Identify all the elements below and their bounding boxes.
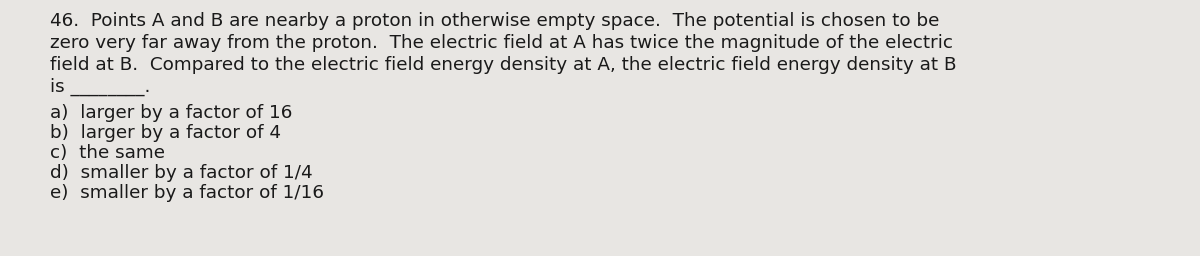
Text: a)  larger by a factor of 16: a) larger by a factor of 16 [50,104,293,122]
Text: is ________.: is ________. [50,78,151,96]
Text: 46.  Points A and B are nearby a proton in otherwise empty space.  The potential: 46. Points A and B are nearby a proton i… [50,12,940,30]
Text: d)  smaller by a factor of 1/4: d) smaller by a factor of 1/4 [50,164,313,182]
Text: e)  smaller by a factor of 1/16: e) smaller by a factor of 1/16 [50,184,324,202]
Text: zero very far away from the proton.  The electric field at A has twice the magni: zero very far away from the proton. The … [50,34,953,52]
Text: c)  the same: c) the same [50,144,166,162]
Text: field at B.  Compared to the electric field energy density at A, the electric fi: field at B. Compared to the electric fie… [50,56,956,74]
Text: b)  larger by a factor of 4: b) larger by a factor of 4 [50,124,281,142]
